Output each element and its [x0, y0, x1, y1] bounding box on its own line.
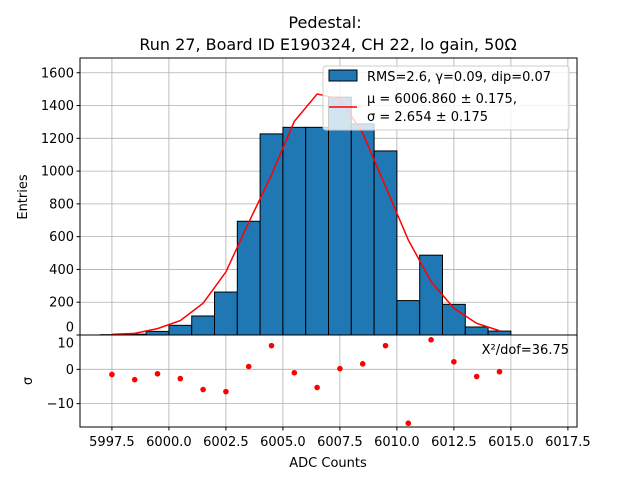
x-tick-label: 6007.5: [317, 435, 363, 450]
residual-point: [473, 373, 480, 380]
histogram-bar: [328, 96, 352, 336]
fit-curve: [111, 93, 500, 336]
y-tick-label: 800: [49, 197, 74, 212]
y-tick-label: 1600: [41, 66, 74, 81]
residual-y-ticks: 10 0 −10: [47, 334, 80, 412]
legend-histogram-label: RMS=2.6, γ=0.09, dip=0.07: [367, 70, 551, 85]
x-tick-label: 5997.5: [89, 435, 135, 450]
y-tick-label: 10: [57, 337, 74, 352]
histogram-bar: [464, 326, 489, 336]
y-tick-label: −10: [47, 397, 74, 412]
y-tick-label: 0: [66, 363, 74, 378]
residual-y-axis-label: σ: [21, 377, 36, 385]
legend-fit-label-sigma: σ = 2.654 ± 0.175: [367, 110, 488, 125]
x-tick-label: 6005.0: [260, 435, 306, 450]
histogram-bar: [259, 133, 284, 336]
residual-point: [109, 371, 115, 378]
histogram-bar: [373, 150, 398, 336]
residual-point: [154, 370, 161, 377]
y-tick-label: 200: [49, 296, 74, 311]
histogram-bar: [214, 291, 238, 336]
residual-point: [405, 420, 412, 427]
histogram-y-axis-label: Entries: [16, 174, 31, 220]
x-tick-label: 6015.0: [488, 435, 534, 450]
residual-point: [131, 376, 138, 383]
histogram-bar: [191, 315, 216, 336]
chart-title-line-1: Pedestal:: [288, 13, 361, 32]
histogram-bar: [305, 126, 330, 336]
x-tick-label: 6010.0: [374, 435, 420, 450]
histogram-bar: [168, 324, 193, 336]
legend-histogram-swatch: [328, 69, 358, 82]
histogram-bar: [350, 123, 375, 336]
y-tick-label: 1400: [41, 99, 74, 114]
legend-fit-label-mu: μ = 6006.860 ± 0.175,: [367, 92, 517, 107]
histogram-bar: [487, 330, 512, 336]
y-tick-label: 1000: [41, 165, 74, 180]
residual-point: [314, 384, 320, 391]
residual-point: [359, 361, 366, 367]
y-tick-label: 0: [66, 321, 74, 336]
x-ticks: 5997.5 6000.0 6002.5 6005.0 6007.5 6010.0 6012…: [89, 427, 591, 450]
residual-point: [291, 369, 298, 376]
x-tick-label: 6012.5: [431, 435, 477, 450]
y-tick-label: 600: [49, 230, 74, 245]
residual-point: [200, 386, 206, 393]
residual-point: [496, 368, 503, 375]
residual-point: [382, 342, 389, 349]
histogram-bar: [282, 126, 307, 336]
residual-point: [177, 375, 184, 382]
legend: RMS=2.6, γ=0.09, dip=0.07 μ = 6006.860 ±…: [322, 65, 570, 131]
fit-line: [111, 93, 500, 336]
residual-point: [451, 358, 457, 365]
residual-point: [268, 342, 275, 349]
x-axis-label: ADC Counts: [289, 456, 367, 471]
histogram-y-ticks: 0 200 400 600 800 1000 1200 1400 1600: [41, 66, 80, 336]
residual-point: [337, 365, 343, 372]
histogram-bar: [145, 330, 170, 336]
legend-box: [322, 65, 570, 131]
residual-axes-frame: [79, 334, 578, 428]
x-tick-label: 6017.5: [545, 435, 591, 450]
histogram-bars: [100, 96, 512, 336]
chi2-annotation: X²/dof=36.75: [482, 343, 569, 358]
chart-title-line-2: Run 27, Board ID E190324, CH 22, lo gain…: [139, 35, 516, 54]
residual-point: [428, 337, 434, 343]
x-tick-label: 6002.5: [203, 435, 249, 450]
y-tick-label: 400: [49, 263, 74, 278]
residual-point: [245, 363, 252, 370]
histogram-bar: [396, 300, 421, 336]
residual-point: [223, 388, 229, 395]
residual-points: [109, 337, 503, 427]
x-tick-label: 6000.0: [146, 435, 192, 450]
y-tick-label: 1200: [41, 132, 74, 147]
